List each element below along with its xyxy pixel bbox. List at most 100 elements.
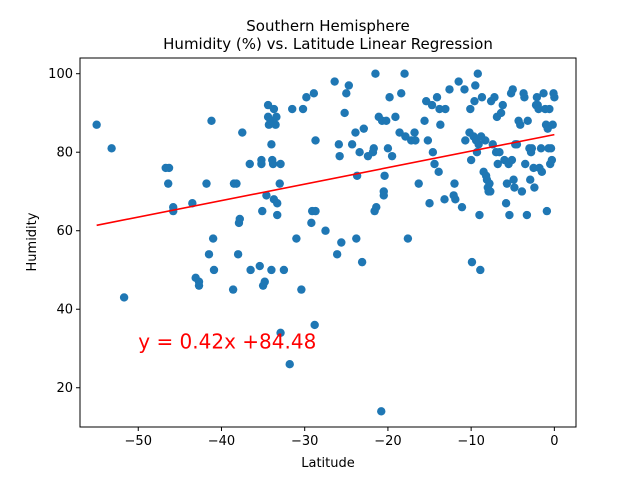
data-point [288,104,297,114]
y-tick-label: 20 [56,381,73,396]
plot-area-frame [79,57,577,428]
x-tick-label: −20 [374,434,401,449]
x-tick-label: 0 [550,434,558,449]
data-point [387,151,397,161]
data-point [467,257,477,267]
data-point [532,93,542,102]
data-point [330,77,339,86]
data-point [335,151,344,161]
data-point [536,144,546,153]
data-point [485,179,494,188]
data-point [273,199,282,208]
data-point [228,285,238,294]
data-point [509,175,518,184]
data-point [321,226,330,235]
data-point [496,108,506,118]
data-point [414,179,423,188]
data-point [369,144,378,153]
data-point [298,104,308,114]
data-point [340,108,349,118]
data-point [420,116,429,126]
data-point [520,93,529,102]
data-point [475,210,484,220]
data-point [427,100,437,110]
data-point [397,89,406,98]
data-point [257,159,266,169]
data-point [461,136,470,145]
data-point [400,69,409,78]
data-point [271,120,280,129]
data-point [450,179,459,188]
data-point [457,202,467,212]
data-point [548,120,557,129]
data-point [276,159,285,169]
data-point [107,144,116,153]
data-point [507,155,517,165]
data-point [267,265,276,275]
data-point [311,206,320,216]
data-point [202,179,211,188]
data-point [209,265,219,275]
data-point [352,234,361,243]
data-point [477,93,487,102]
data-point [445,85,454,94]
y-tick-label: 100 [48,67,73,82]
data-point [238,128,247,137]
data-point [517,187,527,196]
data-point [529,163,538,173]
data-point [476,265,485,275]
data-point [516,120,525,129]
data-point [233,250,243,259]
chart-title-line-1: Southern Hemisphere [246,17,409,35]
data-point [471,81,480,90]
data-point [466,104,475,114]
data-point [275,179,284,188]
data-point [486,187,495,196]
data-point [411,136,420,145]
data-point [347,140,357,149]
x-tick-label: −10 [457,434,484,449]
data-point [357,257,367,267]
data-point [292,234,301,243]
data-point [245,159,254,169]
data-point [382,116,391,126]
x-axis-ticks: −50 −40 −30 −20 −10 0 [125,427,559,449]
data-point [355,148,364,157]
data-point [505,210,514,220]
data-point [526,175,535,184]
data-point [258,206,267,216]
data-point [470,96,479,106]
data-point [92,120,101,129]
y-tick-label: 60 [56,224,73,239]
data-point [474,140,483,149]
data-point [521,159,530,169]
data-point [351,128,360,137]
chart-title-line-2: Humidity (%) vs. Latitude Linear Regress… [163,35,493,53]
y-tick-label: 80 [56,146,73,161]
data-point [297,285,306,294]
data-point [501,199,511,208]
data-point [164,179,173,188]
data-point [534,104,543,114]
data-point [269,104,279,114]
data-point [285,359,294,369]
x-tick-label: −30 [291,434,318,449]
data-point [334,140,344,149]
y-axis-label: Humidity [25,212,40,271]
regression-equation-label: y = 0.42x +84.48 [138,329,316,353]
data-point [436,120,445,129]
data-point [309,89,319,98]
data-point [530,183,539,192]
data-point [542,206,552,216]
data-point [164,163,174,173]
data-point [510,183,519,192]
data-point [403,234,413,243]
data-point [430,159,439,169]
data-point [310,320,319,330]
data-point [546,144,556,153]
data-point [337,238,346,247]
data-point [279,265,289,275]
data-point [425,199,434,208]
data-point [498,100,507,110]
data-point [380,171,389,180]
